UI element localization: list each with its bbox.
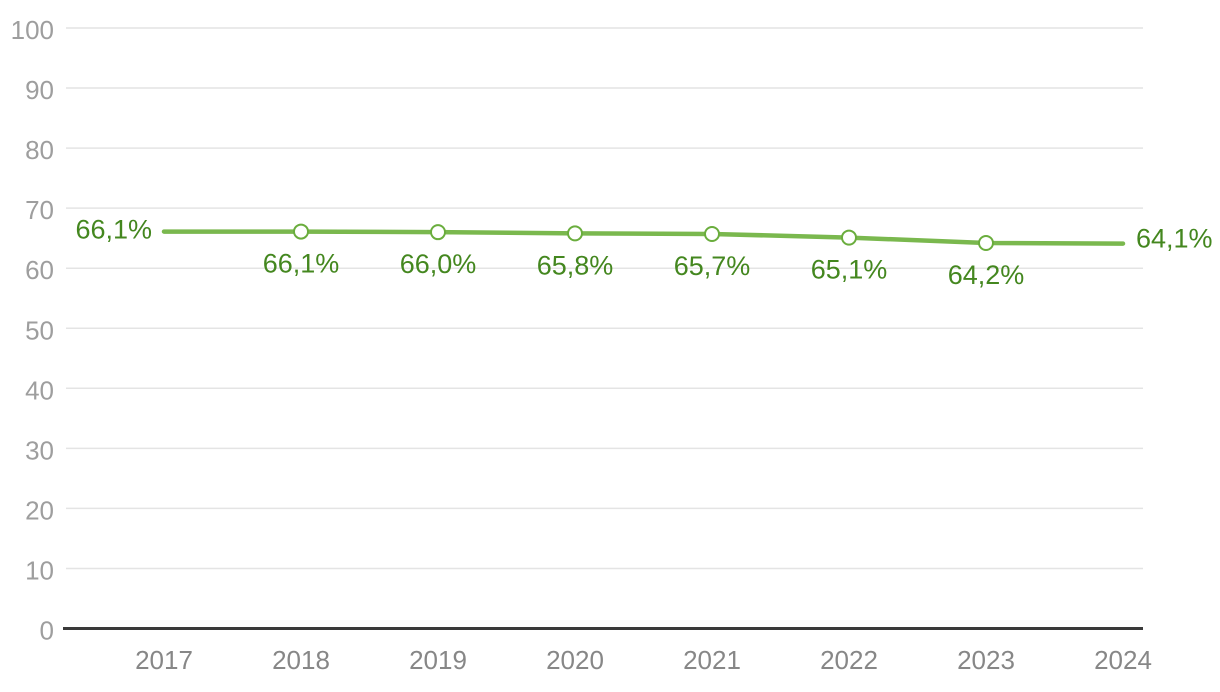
data-point-marker	[293, 223, 309, 240]
x-axis-tick-label: 2018	[272, 645, 330, 675]
data-point-label: 65,8%	[537, 250, 614, 280]
y-axis-tick-label: 80	[25, 135, 54, 165]
y-axis-tick-label: 70	[25, 195, 54, 225]
y-axis-tick-label: 90	[25, 75, 54, 105]
y-axis-tick-label: 30	[25, 435, 54, 465]
data-point-marker	[841, 229, 857, 246]
series-line	[161, 229, 1126, 246]
x-axis-tick-label: 2022	[820, 645, 878, 675]
x-axis-tick-labels-group: 2017 2018 2019 2020 2021 2022 2023 2024	[135, 645, 1152, 675]
data-point-label: 65,7%	[674, 251, 751, 281]
x-axis-tick-label: 2019	[409, 645, 467, 675]
x-axis-tick-label: 2020	[546, 645, 604, 675]
y-axis-tick-label: 60	[25, 255, 54, 285]
y-axis-tick-label: 0	[40, 616, 54, 646]
y-axis-tick-label: 40	[25, 375, 54, 405]
y-axis-tick-label: 100	[11, 15, 54, 45]
data-point-label: 66,0%	[400, 249, 477, 279]
x-axis-tick-label: 2021	[683, 645, 741, 675]
y-axis-tick-labels-group: 0 10 20 30 40 50 60 70 80 90 100	[11, 15, 54, 646]
data-point-label: 65,1%	[811, 255, 888, 285]
data-point-marker	[978, 234, 994, 251]
data-point-marker	[567, 225, 583, 242]
y-axis-tick-label: 50	[25, 315, 54, 345]
data-series-group	[161, 229, 1126, 246]
data-point-label: 66,1%	[263, 249, 340, 279]
data-point-label: 64,1%	[1136, 224, 1213, 254]
data-point-labels-group: 66,1% 66,1% 66,0% 65,8% 65,7% 65,1% 64,2% 64,1%	[75, 215, 1212, 290]
data-point-markers-group	[293, 223, 994, 251]
y-axis-tick-label: 10	[25, 555, 54, 585]
gridlines-group	[66, 27, 1143, 570]
data-point-label: 64,2%	[948, 260, 1025, 290]
data-point-label: 66,1%	[75, 215, 152, 245]
data-point-marker	[704, 225, 720, 242]
x-axis-tick-label: 2024	[1094, 645, 1152, 675]
x-axis-tick-label: 2017	[135, 645, 193, 675]
x-axis-tick-label: 2023	[957, 645, 1015, 675]
y-axis-tick-label: 20	[25, 495, 54, 525]
data-point-marker	[430, 224, 446, 241]
